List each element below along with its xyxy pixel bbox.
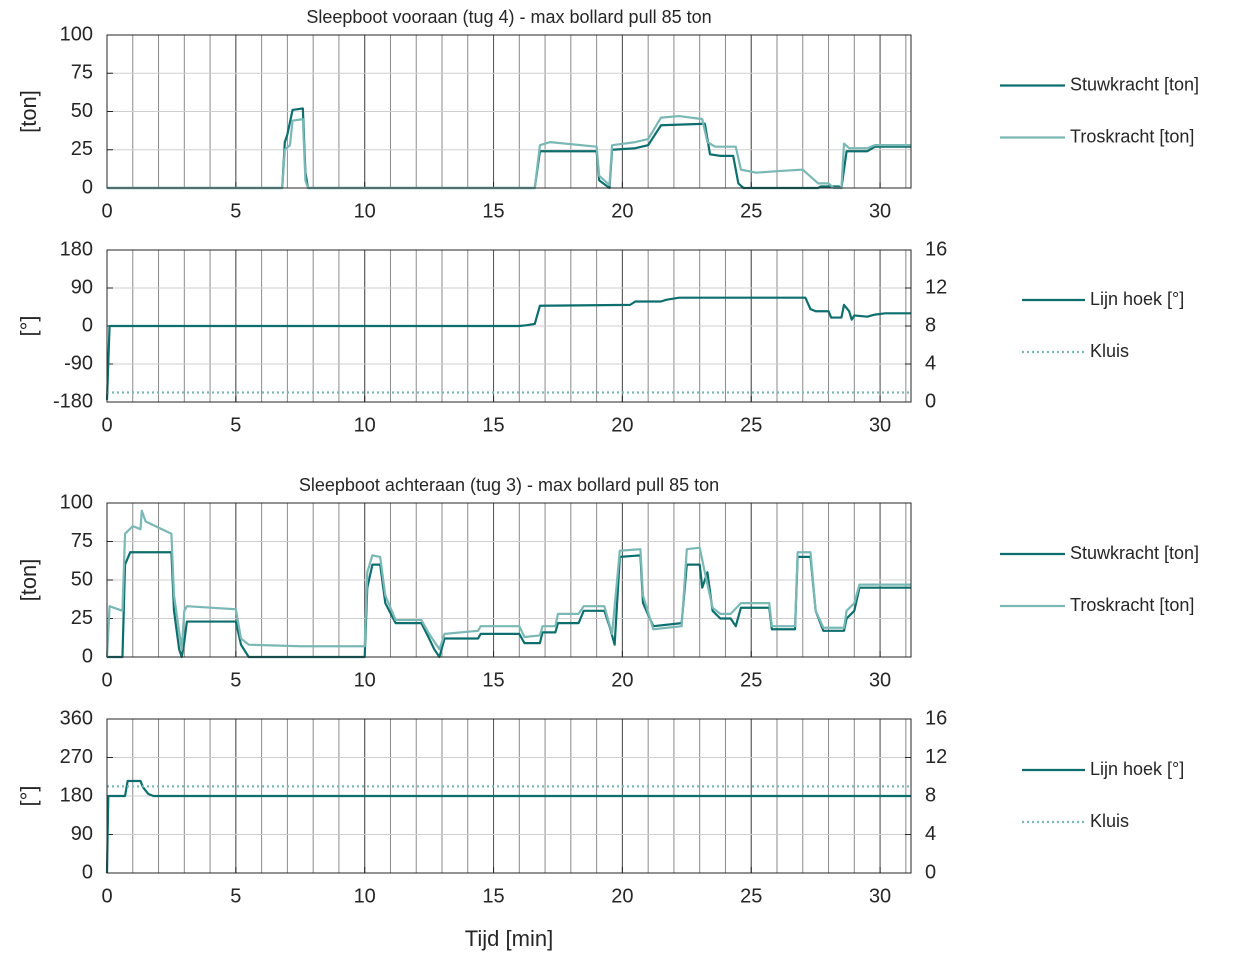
y2-tick-label: 16 (925, 238, 947, 260)
x-tick-label: 20 (611, 669, 633, 691)
x-tick-label: 10 (354, 414, 376, 436)
legend-label: Lijn hoek [°] (1090, 289, 1184, 309)
x-tick-label: 0 (101, 885, 112, 907)
y-tick-label: 360 (60, 707, 93, 729)
x-tick-label: 30 (869, 414, 891, 436)
y-tick-label: 50 (71, 568, 93, 590)
x-tick-label: 30 (869, 669, 891, 691)
y-tick-label: 90 (71, 276, 93, 298)
y-tick-label: 25 (71, 607, 93, 629)
axes-frame (106, 34, 912, 189)
legend-label: Troskracht [ton] (1070, 595, 1194, 615)
chart-title: Sleepboot achteraan (tug 3) - max bollar… (299, 475, 719, 495)
y-tick-label: 0 (82, 645, 93, 667)
x-tick-label: 10 (354, 669, 376, 691)
y-axis-label: [ton] (16, 90, 41, 133)
legend-label: Troskracht [ton] (1070, 126, 1194, 146)
x-axis-label: Tijd [min] (465, 926, 553, 951)
legend-label: Stuwkracht [ton] (1070, 543, 1199, 563)
x-tick-label: 30 (869, 885, 891, 907)
data-line (105, 779, 911, 874)
y-tick-label: 100 (60, 491, 93, 513)
y-tick-label: 75 (71, 62, 93, 84)
y-tick-label: -180 (53, 390, 93, 412)
x-tick-label: 20 (611, 200, 633, 222)
x-tick-label: 20 (611, 414, 633, 436)
x-tick-label: 10 (354, 885, 376, 907)
x-tick-label: 20 (611, 885, 633, 907)
x-tick-label: 5 (230, 669, 241, 691)
x-tick-label: 10 (354, 200, 376, 222)
chart-title: Sleepboot vooraan (tug 4) - max bollard … (306, 7, 711, 27)
x-tick-label: 5 (230, 885, 241, 907)
y-tick-label: 50 (71, 100, 93, 122)
y2-tick-label: 0 (925, 861, 936, 883)
x-tick-label: 0 (101, 669, 112, 691)
y-tick-label: 90 (71, 823, 93, 845)
y2-tick-label: 12 (925, 746, 947, 768)
x-tick-label: 25 (740, 885, 762, 907)
y-tick-label: -90 (64, 352, 93, 374)
y2-tick-label: 8 (925, 784, 936, 806)
x-tick-label: 15 (482, 200, 504, 222)
y-tick-label: 75 (71, 530, 93, 552)
y-tick-label: 0 (82, 176, 93, 198)
x-tick-label: 15 (482, 885, 504, 907)
data-line (105, 296, 911, 400)
y2-tick-label: 4 (925, 823, 936, 845)
legend-label: Lijn hoek [°] (1090, 759, 1184, 779)
data-line (105, 509, 911, 658)
y-axis-label: [°] (16, 785, 41, 806)
y2-tick-label: 8 (925, 314, 936, 336)
y-tick-label: 180 (60, 238, 93, 260)
legend-label: Kluis (1090, 811, 1129, 831)
x-tick-label: 25 (740, 414, 762, 436)
y2-tick-label: 16 (925, 707, 947, 729)
x-tick-label: 15 (482, 669, 504, 691)
x-tick-label: 15 (482, 414, 504, 436)
y2-tick-label: 0 (925, 390, 936, 412)
y-axis-label: [ton] (16, 559, 41, 602)
x-tick-label: 30 (869, 200, 891, 222)
y-tick-label: 25 (71, 138, 93, 160)
y-tick-label: 180 (60, 784, 93, 806)
axes-frame (106, 249, 912, 403)
axes-frame (106, 502, 912, 658)
x-tick-label: 0 (101, 200, 112, 222)
y-tick-label: 0 (82, 314, 93, 336)
data-line (107, 107, 911, 190)
x-tick-label: 5 (230, 414, 241, 436)
legend-label: Kluis (1090, 341, 1129, 361)
legend-label: Stuwkracht [ton] (1070, 74, 1199, 94)
x-tick-label: 25 (740, 200, 762, 222)
y-tick-label: 100 (60, 23, 93, 45)
x-tick-label: 25 (740, 669, 762, 691)
axes-frame (106, 718, 912, 874)
y-axis-label: [°] (16, 315, 41, 336)
y2-tick-label: 12 (925, 276, 947, 298)
y-tick-label: 270 (60, 746, 93, 768)
x-tick-label: 5 (230, 200, 241, 222)
y2-tick-label: 4 (925, 352, 936, 374)
y-tick-label: 0 (82, 861, 93, 883)
x-tick-label: 0 (101, 414, 112, 436)
